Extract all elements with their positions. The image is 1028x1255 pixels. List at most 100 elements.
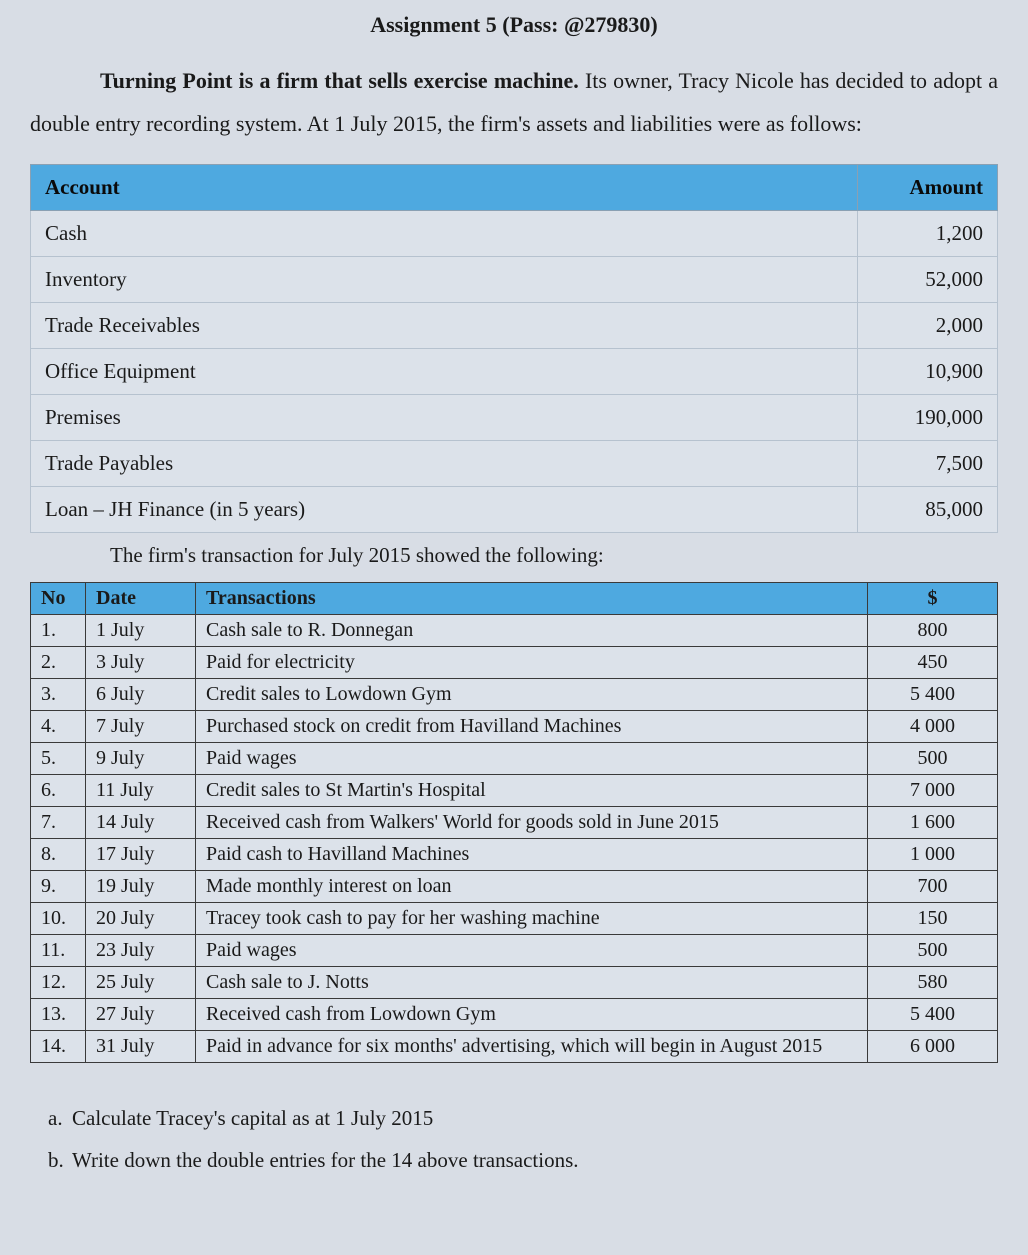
tx-cell-date: 23 July [86, 934, 196, 966]
tx-cell-desc: Paid in advance for six months' advertis… [196, 1030, 868, 1062]
tx-cell-desc: Cash sale to J. Notts [196, 966, 868, 998]
tx-cell-desc: Paid wages [196, 934, 868, 966]
tx-cell-amount: 6 000 [868, 1030, 998, 1062]
tx-cell-date: 27 July [86, 998, 196, 1030]
tx-cell-date: 25 July [86, 966, 196, 998]
tx-col-no: No [31, 582, 86, 614]
tx-cell-date: 17 July [86, 838, 196, 870]
tx-cell-amount: 800 [868, 614, 998, 646]
tx-cell-amount: 500 [868, 742, 998, 774]
accounts-row: Inventory52,000 [31, 256, 998, 302]
tx-cell-date: 14 July [86, 806, 196, 838]
tx-cell-no: 6. [31, 774, 86, 806]
tx-cell-date: 9 July [86, 742, 196, 774]
tx-row: 7.14 JulyReceived cash from Walkers' Wor… [31, 806, 998, 838]
accounts-cell-amount: 1,200 [858, 210, 998, 256]
tx-cell-desc: Paid for electricity [196, 646, 868, 678]
tx-cell-desc: Purchased stock on credit from Havilland… [196, 710, 868, 742]
tx-row: 3.6 JulyCredit sales to Lowdown Gym5 400 [31, 678, 998, 710]
tx-cell-no: 10. [31, 902, 86, 934]
tx-cell-desc: Credit sales to Lowdown Gym [196, 678, 868, 710]
tx-cell-amount: 500 [868, 934, 998, 966]
tx-cell-no: 9. [31, 870, 86, 902]
tx-cell-desc: Credit sales to St Martin's Hospital [196, 774, 868, 806]
tx-cell-date: 6 July [86, 678, 196, 710]
accounts-row: Trade Receivables2,000 [31, 302, 998, 348]
question-a-marker: a. [30, 1097, 72, 1139]
accounts-row: Loan – JH Finance (in 5 years)85,000 [31, 486, 998, 532]
intro-paragraph: Turning Point is a firm that sells exerc… [30, 60, 998, 146]
tx-cell-no: 13. [31, 998, 86, 1030]
question-b: b. Write down the double entries for the… [30, 1139, 998, 1181]
tx-cell-amount: 450 [868, 646, 998, 678]
tx-cell-no: 7. [31, 806, 86, 838]
accounts-cell-account: Office Equipment [31, 348, 858, 394]
accounts-cell-amount: 7,500 [858, 440, 998, 486]
question-b-marker: b. [30, 1139, 72, 1181]
tx-cell-no: 4. [31, 710, 86, 742]
tx-cell-no: 1. [31, 614, 86, 646]
tx-cell-desc: Paid wages [196, 742, 868, 774]
tx-col-amount: $ [868, 582, 998, 614]
transactions-table: No Date Transactions $ 1.1 JulyCash sale… [30, 582, 998, 1063]
tx-row: 8.17 JulyPaid cash to Havilland Machines… [31, 838, 998, 870]
tx-cell-amount: 5 400 [868, 678, 998, 710]
tx-row: 9.19 JulyMade monthly interest on loan70… [31, 870, 998, 902]
tx-row: 14.31 JulyPaid in advance for six months… [31, 1030, 998, 1062]
tx-cell-desc: Made monthly interest on loan [196, 870, 868, 902]
tx-cell-date: 20 July [86, 902, 196, 934]
accounts-row: Cash1,200 [31, 210, 998, 256]
tx-cell-date: 1 July [86, 614, 196, 646]
tx-cell-amount: 4 000 [868, 710, 998, 742]
tx-row: 12.25 JulyCash sale to J. Notts580 [31, 966, 998, 998]
tx-row: 5.9 JulyPaid wages500 [31, 742, 998, 774]
tx-cell-date: 11 July [86, 774, 196, 806]
accounts-cell-amount: 190,000 [858, 394, 998, 440]
accounts-cell-amount: 10,900 [858, 348, 998, 394]
questions-block: a. Calculate Tracey's capital as at 1 Ju… [30, 1097, 998, 1181]
tx-row: 4.7 JulyPurchased stock on credit from H… [31, 710, 998, 742]
accounts-cell-amount: 2,000 [858, 302, 998, 348]
tx-cell-no: 12. [31, 966, 86, 998]
tx-cell-no: 8. [31, 838, 86, 870]
tx-row: 6.11 JulyCredit sales to St Martin's Hos… [31, 774, 998, 806]
accounts-cell-account: Loan – JH Finance (in 5 years) [31, 486, 858, 532]
accounts-table: Account Amount Cash1,200Inventory52,000T… [30, 164, 998, 533]
question-a-text: Calculate Tracey's capital as at 1 July … [72, 1097, 433, 1139]
accounts-row: Office Equipment10,900 [31, 348, 998, 394]
intro-lead: Turning Point is a firm that sells exerc… [100, 68, 579, 93]
tx-cell-amount: 1 600 [868, 806, 998, 838]
question-b-text: Write down the double entries for the 14… [72, 1139, 579, 1181]
tx-cell-date: 7 July [86, 710, 196, 742]
question-a: a. Calculate Tracey's capital as at 1 Ju… [30, 1097, 998, 1139]
tx-col-date: Date [86, 582, 196, 614]
tx-cell-no: 2. [31, 646, 86, 678]
accounts-cell-account: Inventory [31, 256, 858, 302]
tx-cell-date: 19 July [86, 870, 196, 902]
transactions-intro: The firm's transaction for July 2015 sho… [110, 543, 998, 568]
accounts-col-amount: Amount [858, 164, 998, 210]
accounts-row: Trade Payables7,500 [31, 440, 998, 486]
accounts-cell-account: Trade Payables [31, 440, 858, 486]
tx-cell-amount: 700 [868, 870, 998, 902]
tx-cell-amount: 580 [868, 966, 998, 998]
tx-cell-desc: Tracey took cash to pay for her washing … [196, 902, 868, 934]
accounts-cell-account: Trade Receivables [31, 302, 858, 348]
tx-cell-amount: 150 [868, 902, 998, 934]
tx-row: 2.3 JulyPaid for electricity450 [31, 646, 998, 678]
tx-row: 10.20 JulyTracey took cash to pay for he… [31, 902, 998, 934]
accounts-col-account: Account [31, 164, 858, 210]
tx-row: 13.27 JulyReceived cash from Lowdown Gym… [31, 998, 998, 1030]
tx-row: 11.23 JulyPaid wages500 [31, 934, 998, 966]
page-title: Assignment 5 (Pass: @279830) [30, 12, 998, 38]
tx-cell-amount: 1 000 [868, 838, 998, 870]
accounts-cell-amount: 52,000 [858, 256, 998, 302]
tx-cell-no: 5. [31, 742, 86, 774]
tx-cell-amount: 7 000 [868, 774, 998, 806]
tx-cell-desc: Paid cash to Havilland Machines [196, 838, 868, 870]
accounts-row: Premises190,000 [31, 394, 998, 440]
tx-col-desc: Transactions [196, 582, 868, 614]
tx-cell-no: 3. [31, 678, 86, 710]
tx-cell-desc: Cash sale to R. Donnegan [196, 614, 868, 646]
tx-cell-no: 11. [31, 934, 86, 966]
